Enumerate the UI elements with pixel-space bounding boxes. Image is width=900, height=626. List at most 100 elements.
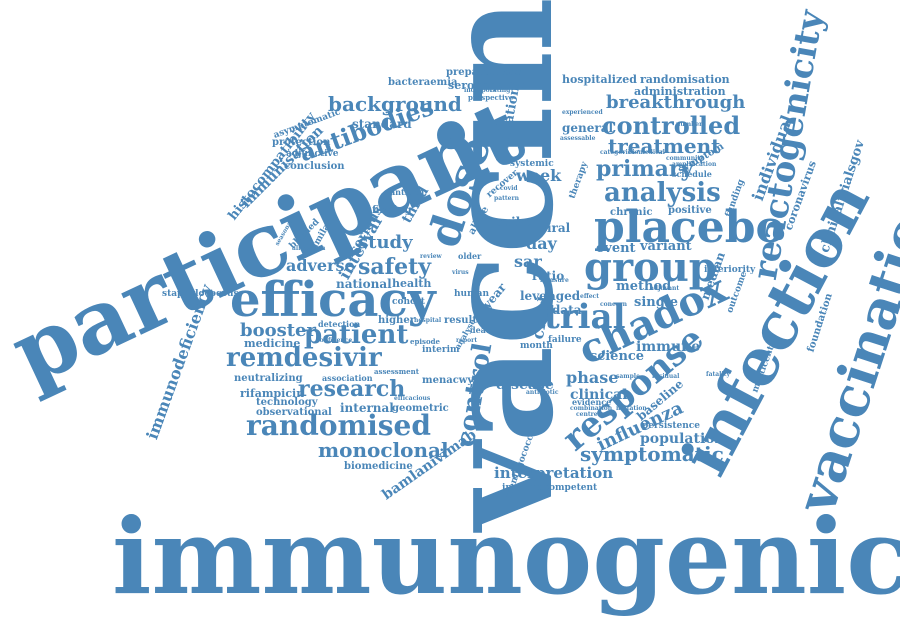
- word-death: death: [470, 325, 496, 335]
- word-conclusion: conclusion: [284, 161, 345, 172]
- word-virus: virus: [452, 269, 469, 276]
- word-week: week: [516, 166, 562, 185]
- word-interim: interim: [422, 345, 460, 355]
- word-association: association: [322, 373, 373, 383]
- word-trial: trial: [544, 297, 626, 337]
- word-monoclonal: monoclonal: [318, 438, 449, 462]
- word-hospitalized: hospitalized: [562, 73, 637, 86]
- word-older: older: [458, 251, 482, 261]
- word-event: event: [596, 241, 636, 256]
- word-preparedness: preparedness: [446, 67, 522, 78]
- word-research: research: [298, 376, 406, 402]
- word-disease: disease: [496, 377, 554, 393]
- word-month: month: [520, 341, 553, 351]
- word-allocation: allocation: [292, 245, 326, 252]
- word-confidence: confidence: [316, 337, 353, 344]
- word-symptomatic: symptomatic: [580, 442, 724, 466]
- word-antibiotic: antibiotic: [526, 389, 559, 396]
- word-safety: safety: [358, 254, 432, 280]
- word-protection: protection: [272, 137, 331, 148]
- word-assessment: assessment: [374, 367, 419, 376]
- word-science: science: [590, 349, 645, 364]
- word-measure: measure: [540, 277, 569, 284]
- word-inferiority: inferiority: [704, 265, 756, 275]
- word-concern: concern: [600, 301, 628, 308]
- word-patient: patient: [304, 320, 409, 350]
- word-variant: variant: [640, 239, 692, 254]
- word-immunogenicity: immunogenicity: [112, 495, 900, 618]
- word-adjuvant: adjuvant: [650, 285, 680, 292]
- word-geometric: geometric: [392, 403, 449, 414]
- word-national: national: [336, 277, 392, 291]
- word-incorporating: incorporating: [464, 87, 511, 94]
- word-analysis: analysis: [604, 178, 721, 208]
- word-administration: administration: [634, 85, 726, 98]
- word-result: result: [444, 315, 477, 326]
- word-review: review: [420, 253, 442, 260]
- word-mutation: mutation: [616, 405, 647, 412]
- word-spike: spike: [496, 215, 532, 229]
- word-group: group: [584, 244, 717, 291]
- word-booster: booster: [240, 320, 316, 341]
- word-amplification: amplification: [672, 161, 717, 168]
- word-single: single: [634, 295, 679, 310]
- word-neutralizing: neutralizing: [234, 373, 303, 384]
- word-day: day: [526, 234, 557, 253]
- word-human: human: [454, 289, 489, 299]
- word-evidence: evidence: [572, 397, 612, 407]
- word-detection: detection: [318, 319, 361, 329]
- word-adverse: adverse: [286, 256, 355, 275]
- word-immune: immune: [636, 339, 701, 355]
- word-assessable: assessable: [560, 135, 596, 142]
- word-population: population: [640, 431, 725, 447]
- word-efficacious: efficacious: [394, 395, 431, 402]
- word-experienced: experienced: [562, 109, 603, 116]
- word-medicine: medicine: [244, 337, 301, 350]
- word-health: health: [392, 277, 432, 290]
- word-sample: sample: [616, 373, 640, 380]
- word-efficacy: efficacy: [230, 272, 436, 328]
- word-effect: effect: [580, 293, 599, 300]
- word-controlled: controlled: [602, 111, 741, 140]
- word-placebo: placebo: [594, 202, 785, 253]
- word-rifampicin: rifampicin: [240, 387, 305, 400]
- word-episode: episode: [410, 337, 440, 346]
- word-interpretation: interpretation: [494, 464, 614, 482]
- word-breakthrough: breakthrough: [606, 92, 746, 113]
- word-clinical: clinical: [570, 387, 628, 403]
- word-seronegative: seronegative: [448, 79, 527, 92]
- word-data: data: [552, 303, 582, 317]
- word-level: level: [520, 289, 552, 303]
- word-randomised: randomised: [246, 409, 431, 442]
- word-aged: aged: [548, 289, 581, 303]
- word-finding: finding: [372, 205, 412, 216]
- word-observational: observational: [256, 407, 332, 418]
- word-schedule: schedule: [672, 169, 712, 179]
- word-chronic: chronic: [610, 207, 653, 218]
- word-number: number: [676, 121, 703, 128]
- word-centre: centre: [576, 411, 598, 418]
- word-persistence: persistence: [642, 421, 700, 431]
- word-immunocompetent: immunocompetent: [502, 483, 598, 493]
- word-randomisation: randomisation: [640, 73, 730, 86]
- word-viral: viral: [540, 221, 571, 235]
- word-community: community: [666, 155, 704, 162]
- word-internal: internal: [340, 401, 394, 415]
- word-sar: sar: [514, 252, 542, 271]
- word-report: report: [456, 337, 478, 344]
- word-categories: categories: [600, 149, 635, 156]
- word-background: background: [328, 92, 462, 116]
- word-ratio: ratio: [532, 269, 565, 283]
- word-menacwy: menacwy: [422, 375, 474, 386]
- word-biomedicine: biomedicine: [344, 461, 413, 472]
- word-treatment: treatment: [608, 134, 721, 158]
- word-method: method: [616, 279, 672, 294]
- word-prospective: prospective: [468, 93, 514, 102]
- word-hospital: hospital: [414, 317, 442, 324]
- word-positive: positive: [668, 205, 712, 216]
- word-higher: higher: [378, 315, 415, 326]
- word-phase: phase: [566, 368, 619, 387]
- word-residual: residual: [652, 373, 680, 380]
- word-systemic: systemic: [510, 159, 554, 169]
